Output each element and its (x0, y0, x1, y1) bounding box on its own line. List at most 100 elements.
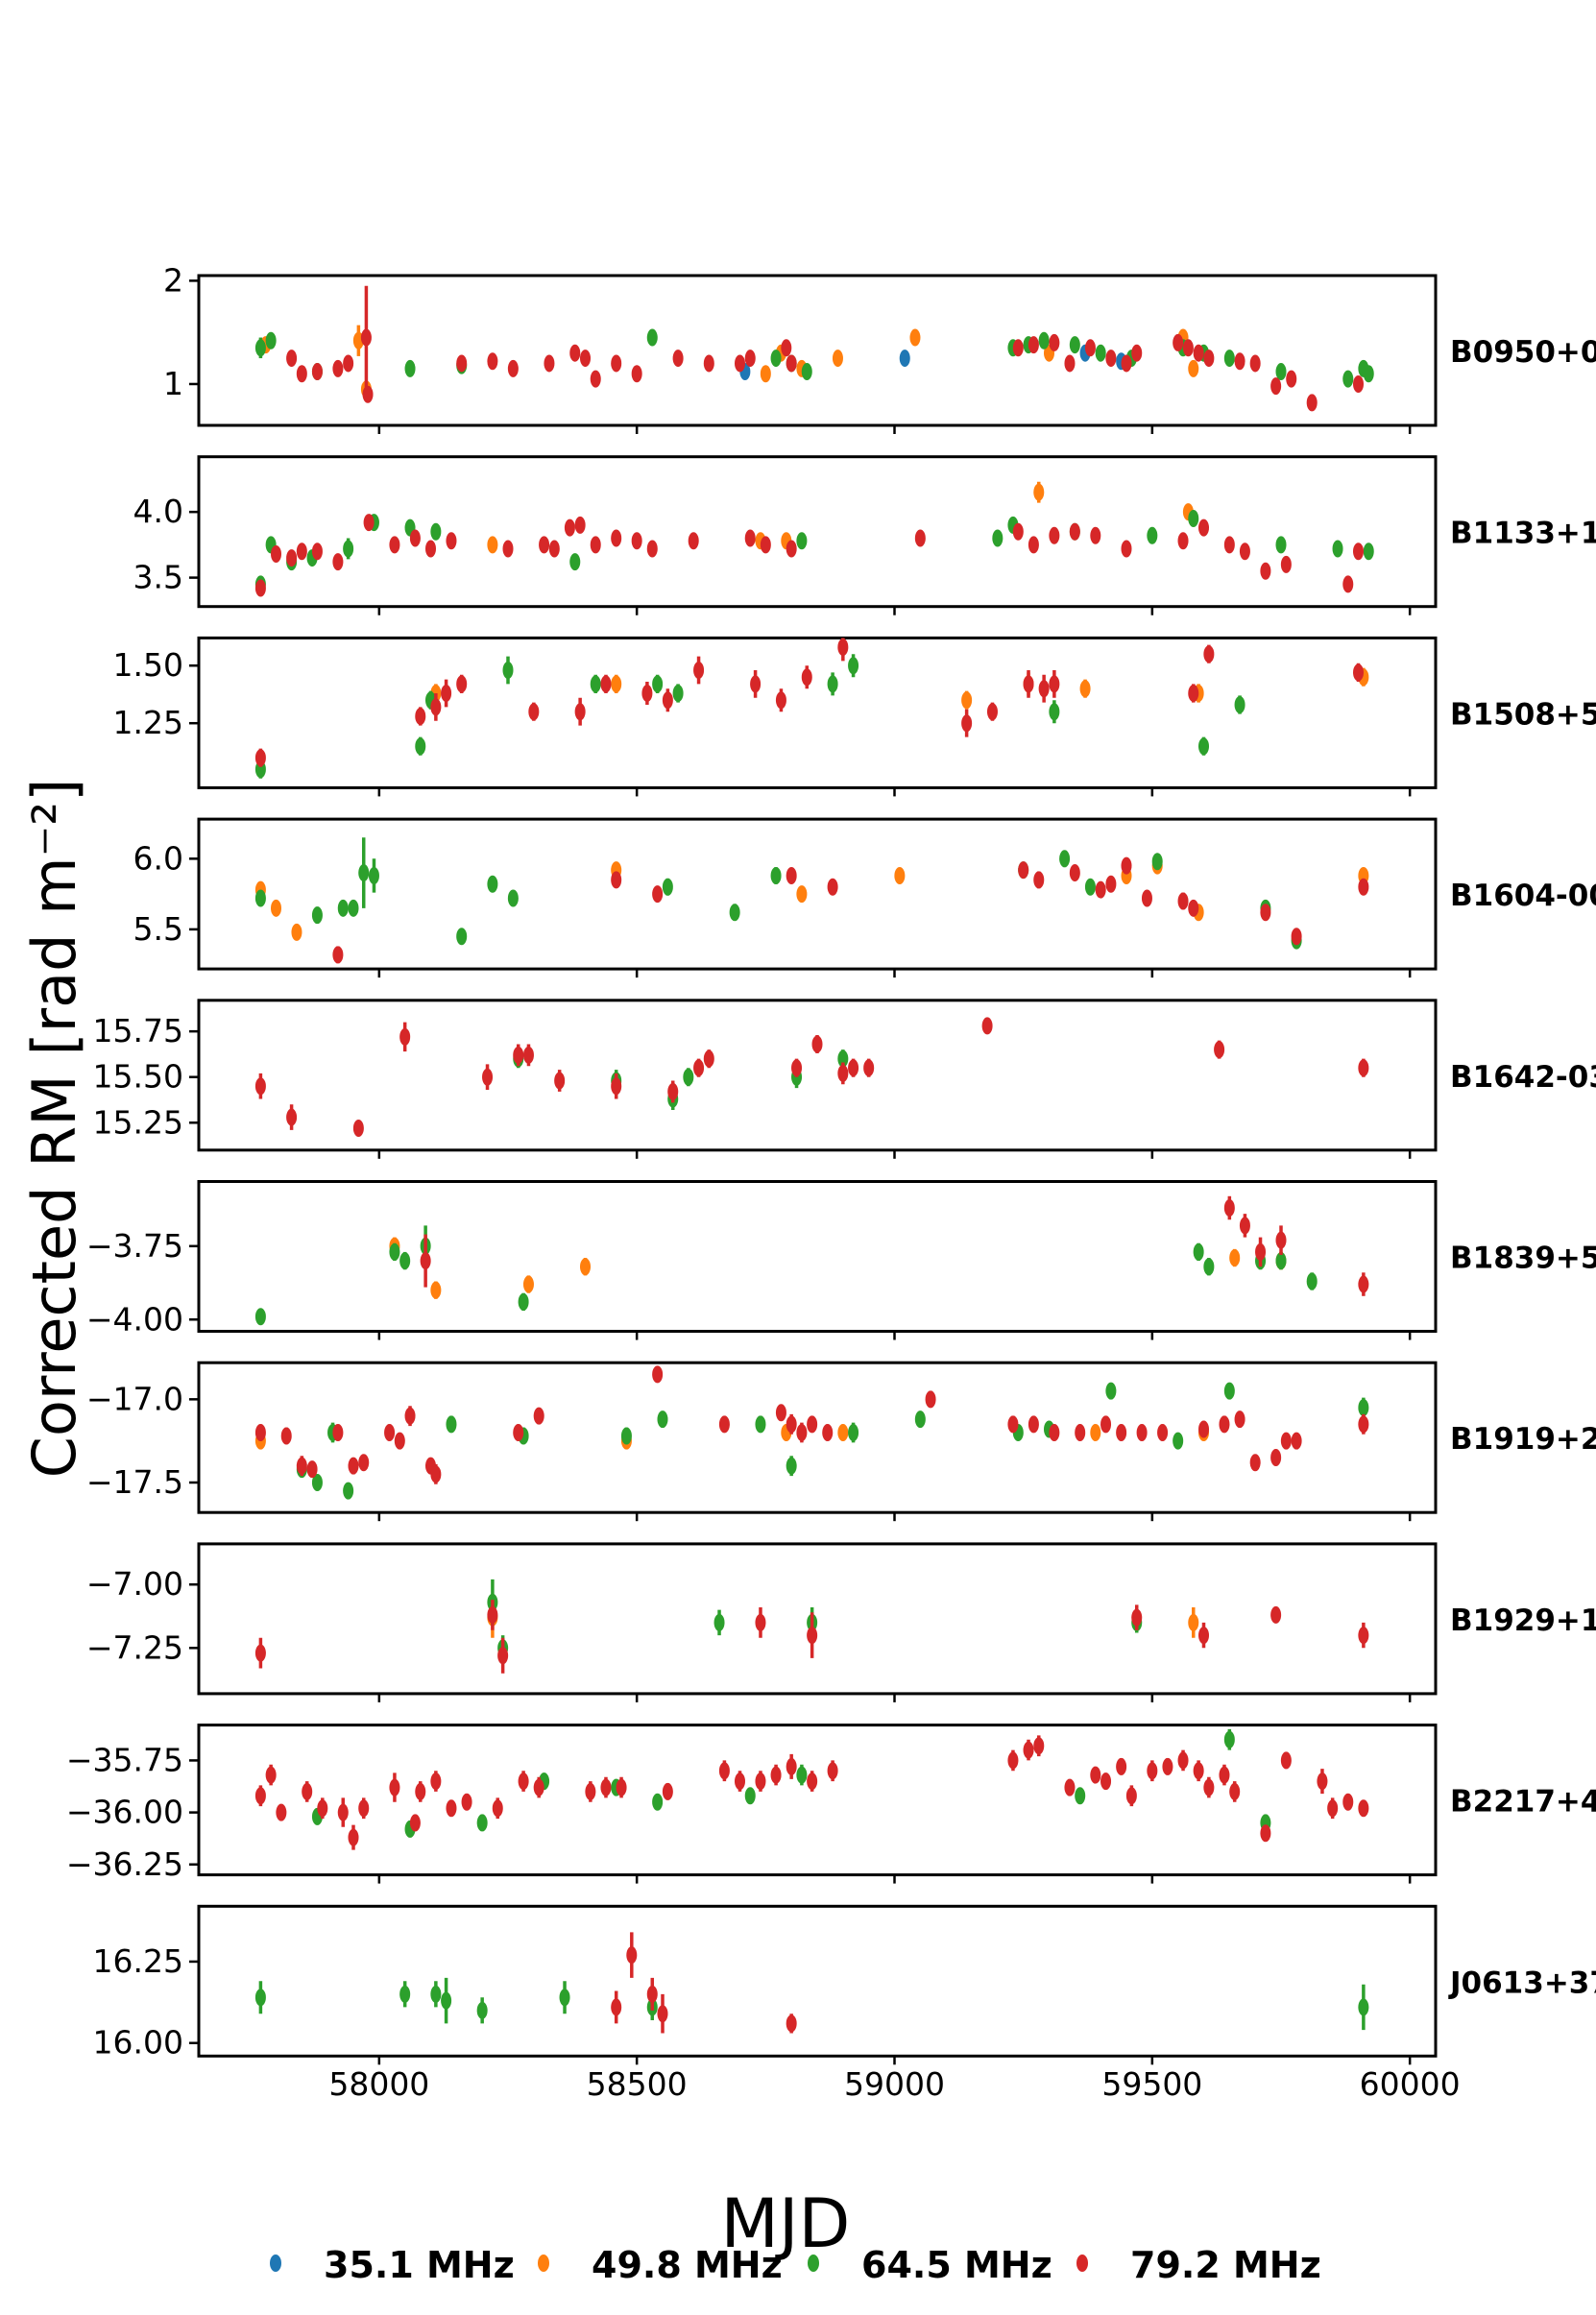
data-point-79-2mhz (1193, 344, 1204, 362)
data-point-79-2mhz (425, 540, 436, 558)
data-points (254, 1728, 1369, 1850)
data-point-79-2mhz (672, 350, 684, 368)
data-point-79-2mhz (1023, 1741, 1034, 1759)
data-point-79-2mhz (1090, 526, 1101, 544)
data-point-79-2mhz (1141, 889, 1152, 907)
data-point-49-8mhz (291, 923, 302, 941)
data-point-79-2mhz (286, 549, 298, 567)
data-point-79-2mhz (1064, 354, 1076, 373)
pulsar-label: B0950+08 (1450, 335, 1596, 370)
data-point-79-2mhz (807, 1772, 818, 1791)
panel-b0950+08: 1 2 B0950+08 (163, 261, 1596, 434)
data-point-79-2mhz (1358, 1627, 1369, 1645)
data-point-79-2mhz (1249, 1454, 1261, 1472)
data-point-64-5mhz (1069, 336, 1080, 354)
data-point-79-2mhz (487, 1605, 498, 1624)
data-point-79-2mhz (775, 691, 786, 710)
data-point-79-2mhz (394, 1432, 405, 1450)
data-point-64-5mhz (518, 1292, 529, 1311)
data-point-79-2mhz (343, 354, 354, 373)
panel-b1604-00: 5.5 6.0 B1604-00 (133, 817, 1596, 978)
data-point-79-2mhz (1203, 645, 1215, 663)
data-point-79-2mhz (1239, 543, 1250, 561)
data-point-79-2mhz (1280, 1751, 1292, 1770)
data-point-64-5mhz (1223, 1730, 1235, 1748)
data-point-49-8mhz (1033, 483, 1045, 501)
data-point-79-2mhz (430, 698, 442, 716)
data-point-79-2mhz (1012, 339, 1024, 357)
data-point-79-2mhz (574, 516, 586, 534)
data-point-79-2mhz (1223, 536, 1235, 554)
data-point-79-2mhz (1306, 394, 1318, 412)
data-point-79-2mhz (564, 518, 575, 537)
data-point-79-2mhz (522, 1046, 534, 1064)
data-point-64-5mhz (1275, 536, 1287, 554)
data-point-79-2mhz (1260, 1824, 1271, 1843)
y-tick-label: −7.25 (86, 1628, 183, 1666)
data-point-49-8mhz (487, 536, 498, 554)
data-point-79-2mhz (1116, 1424, 1127, 1441)
data-point-79-2mhz (986, 703, 998, 721)
data-point-79-2mhz (1353, 663, 1364, 682)
data-point-79-2mhz (513, 1424, 524, 1441)
data-point-49-8mhz (611, 675, 622, 693)
data-point-64-5mhz (620, 1427, 632, 1445)
data-point-79-2mhz (306, 1460, 318, 1479)
data-point-79-2mhz (1033, 871, 1045, 889)
data-point-79-2mhz (585, 1782, 596, 1800)
data-point-79-2mhz (1064, 1778, 1076, 1797)
panel-j0613+3731: 16.00 16.25 J0613+3731 (93, 1904, 1596, 2065)
x-tick-label: 58500 (587, 2065, 688, 2103)
data-point-64-5mhz (827, 675, 838, 693)
data-point-64-5mhz (1095, 344, 1106, 362)
data-point-79-2mhz (362, 385, 374, 403)
data-point-64-5mhz (399, 1985, 411, 2003)
data-point-79-2mhz (1214, 1041, 1225, 1059)
data-point-79-2mhz (1038, 680, 1050, 698)
data-point-79-2mhz (1121, 540, 1132, 558)
y-tick-label: 16.25 (93, 1942, 183, 1980)
data-point-79-2mhz (1280, 555, 1292, 573)
data-point-64-5mhz (456, 928, 468, 946)
data-point-79-2mhz (1100, 1772, 1112, 1791)
pulsar-label: B1919+21 (1450, 1422, 1596, 1457)
data-point-79-2mhz (1095, 880, 1106, 899)
data-point-79-2mhz (332, 359, 344, 377)
y-tick-label: −36.25 (66, 1845, 183, 1883)
data-point-79-2mhz (760, 536, 771, 554)
data-point-64-5mhz (662, 878, 673, 896)
data-point-79-2mhz (611, 871, 622, 889)
data-point-49-8mhz (1188, 359, 1199, 377)
data-point-79-2mhz (827, 878, 838, 896)
data-point-79-2mhz (981, 1017, 993, 1035)
data-point-64-5mhz (476, 1814, 488, 1832)
data-point-64-5mhz (441, 1991, 452, 2010)
data-point-79-2mhz (1012, 522, 1024, 541)
data-point-64-5mhz (992, 529, 1004, 547)
data-point-79-2mhz (1007, 1751, 1019, 1770)
y-tick-label: 3.5 (133, 559, 183, 596)
data-point-79-2mhz (611, 354, 622, 373)
data-point-79-2mhz (1049, 675, 1060, 693)
data-point-64-5mhz (569, 553, 581, 571)
data-point-79-2mhz (1075, 1424, 1086, 1441)
legend-label-64-5mhz: 64.5 MHz (861, 2244, 1052, 2286)
data-point-64-5mhz (770, 866, 782, 884)
data-point-79-2mhz (1229, 1782, 1241, 1800)
data-point-79-2mhz (646, 1985, 658, 2003)
data-point-79-2mhz (616, 1778, 627, 1797)
data-point-79-2mhz (744, 529, 756, 547)
data-point-79-2mhz (1270, 1449, 1282, 1466)
data-point-64-5mhz (1363, 365, 1374, 383)
data-point-49-8mhz (837, 1424, 849, 1441)
x-tick-label: 60000 (1360, 2065, 1461, 2103)
data-point-79-2mhz (822, 1424, 834, 1441)
data-point-79-2mhz (667, 1082, 679, 1100)
panel-frame (197, 817, 1438, 971)
data-point-79-2mhz (332, 1424, 344, 1441)
pulsar-label: B1133+16 (1450, 517, 1596, 551)
data-point-79-2mhz (735, 354, 745, 373)
data-point-64-5mhz (337, 899, 349, 917)
data-point-64-5mhz (559, 1989, 570, 2007)
data-point-64-5mhz (430, 1985, 442, 2003)
